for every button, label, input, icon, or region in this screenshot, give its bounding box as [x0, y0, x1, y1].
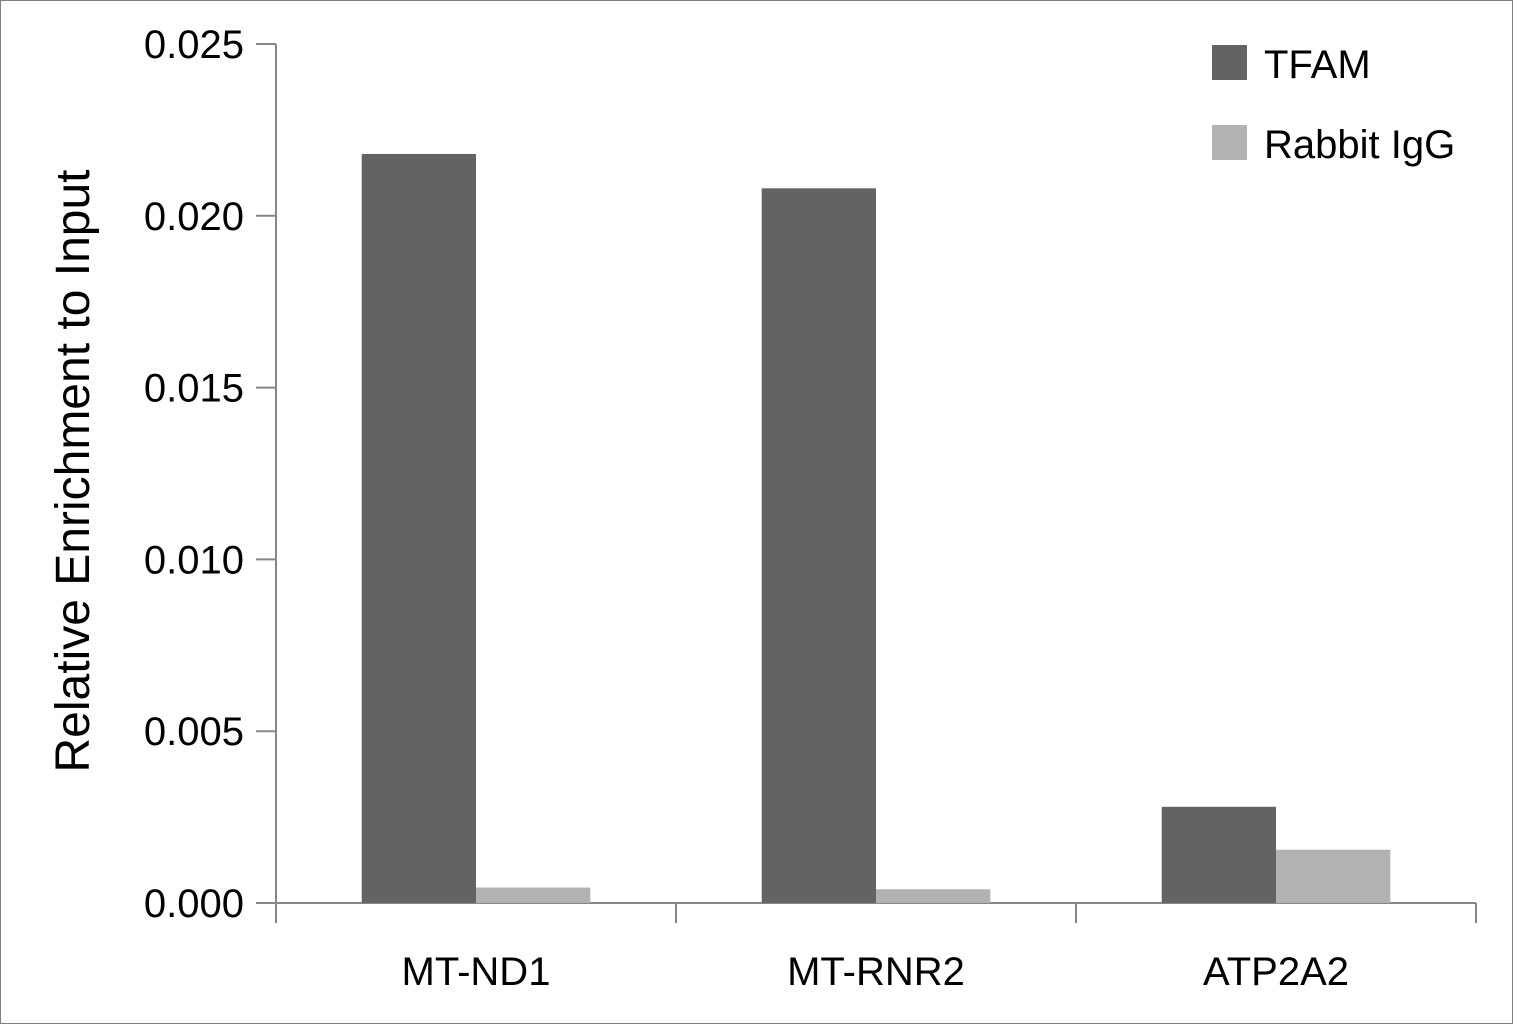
bar — [761, 188, 876, 903]
y-axis: 0.000 0.005 0.010 0.015 0.020 0.025 — [144, 23, 277, 926]
y-tick-label: 0.015 — [144, 367, 244, 411]
legend-swatch — [1212, 45, 1247, 80]
x-axis: MT-ND1 MT-RNR2 ATP2A2 — [275, 902, 1477, 994]
x-tick-label: ATP2A2 — [1203, 950, 1349, 994]
legend: TFAM Rabbit IgG — [1212, 43, 1455, 167]
bar — [1161, 806, 1276, 903]
bar — [361, 153, 476, 903]
bar — [476, 887, 591, 903]
bar — [876, 889, 991, 903]
legend-label: TFAM — [1264, 43, 1371, 87]
bar — [1276, 849, 1391, 903]
y-tick-label: 0.000 — [144, 882, 244, 926]
y-tick-label: 0.010 — [144, 538, 244, 582]
bars — [361, 153, 1391, 903]
legend-label: Rabbit IgG — [1264, 123, 1455, 167]
y-tick-label: 0.020 — [144, 195, 244, 239]
y-axis-title: Relative Enrichment to Input — [47, 170, 100, 773]
x-tick-label: MT-RNR2 — [787, 950, 965, 994]
y-tick-label: 0.005 — [144, 710, 244, 754]
x-tick-label: MT-ND1 — [402, 950, 551, 994]
y-tick-label: 0.025 — [144, 23, 244, 67]
legend-swatch — [1212, 125, 1247, 160]
